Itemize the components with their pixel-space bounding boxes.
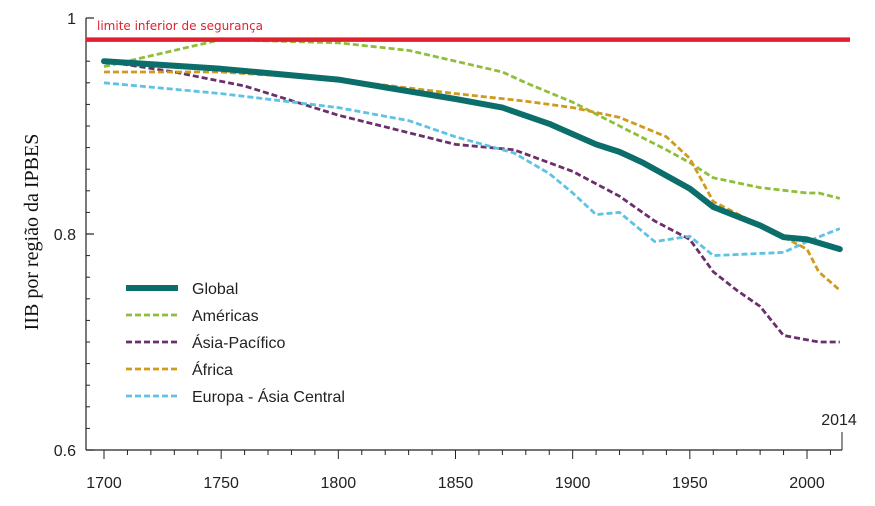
x-tick-label: 1850 [438, 475, 474, 492]
threshold-label: limite inferior de segurança [97, 19, 263, 33]
x-tick-label: 2000 [789, 475, 825, 492]
legend-label: África [192, 360, 233, 379]
series-line-global [101, 58, 843, 253]
x-tick-label: 1950 [672, 475, 708, 492]
y-axis-label: IIB por região da IPBES [21, 134, 43, 331]
series-lines [101, 38, 843, 344]
end-year-label: 2014 [821, 412, 857, 429]
y-tick-label: 1 [67, 11, 76, 28]
series-line-am-ricas [103, 38, 841, 200]
series-line--sia-pac-fico [103, 59, 840, 344]
legend-label: Ásia-Pacífico [192, 333, 285, 352]
x-tick-label: 1900 [555, 475, 591, 492]
legend-label: Américas [192, 308, 259, 325]
x-tick-label: 1700 [86, 475, 122, 492]
axes: 1700 1750 1800 1850 1900 1950 2000 0.6 0.8 1 2014 [54, 11, 857, 492]
series-line-europa-sia-central [103, 81, 841, 258]
threshold: limite inferior de segurança [86, 19, 850, 42]
legend-label: Europa - Ásia Central [192, 387, 345, 406]
y-tick-label: 0.8 [54, 227, 76, 244]
y-tick-label: 0.6 [54, 443, 76, 460]
legend-label: Global [192, 281, 238, 298]
x-tick-label: 1750 [203, 475, 239, 492]
legend: Global Américas Ásia-Pacífico África Europa … [126, 281, 345, 406]
x-tick-label: 1800 [321, 475, 357, 492]
